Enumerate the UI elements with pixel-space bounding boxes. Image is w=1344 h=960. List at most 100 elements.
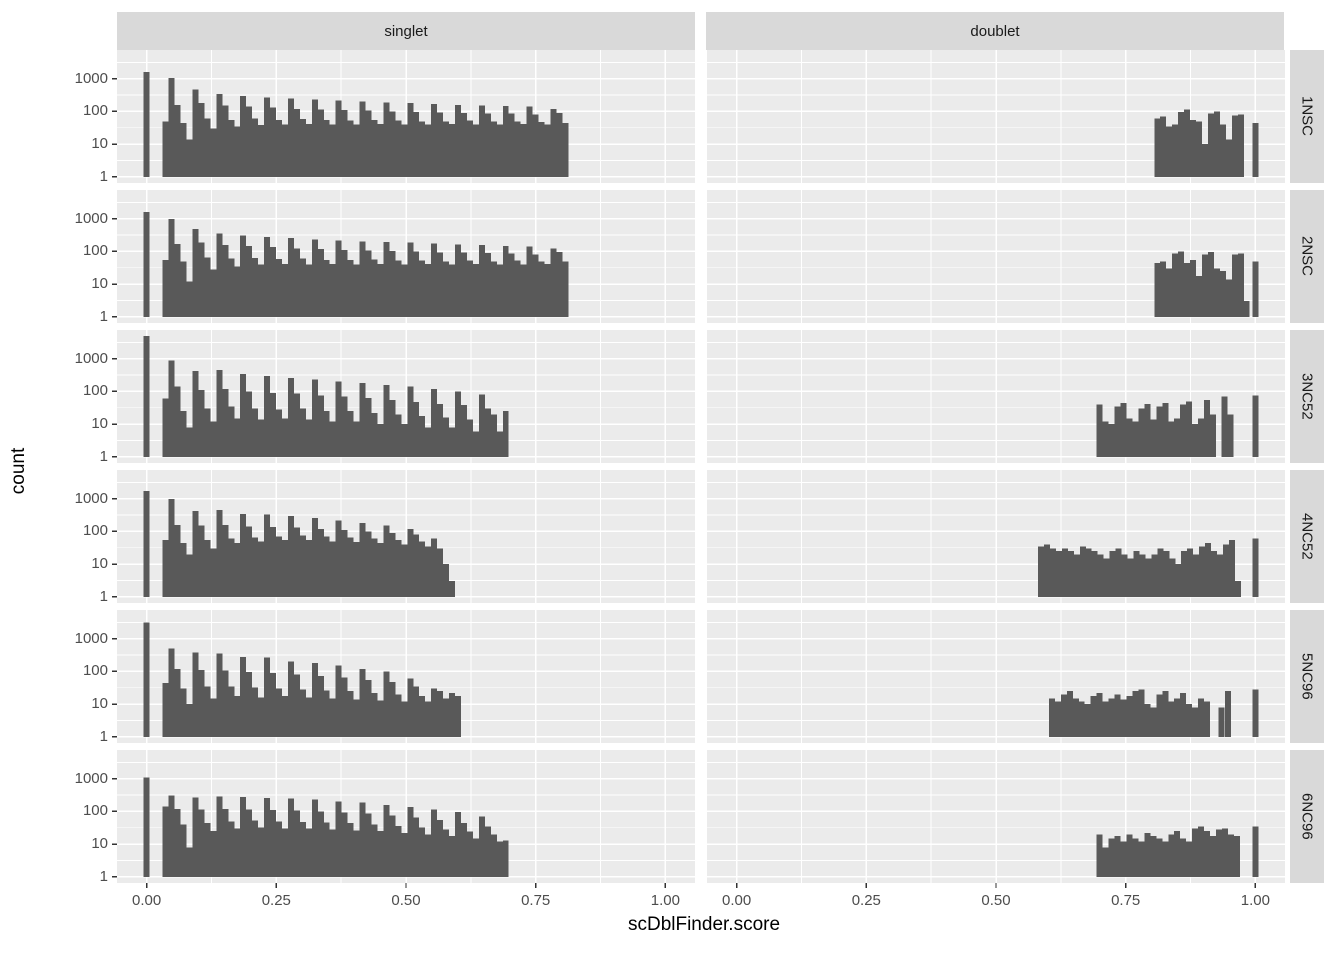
histogram-bar [377, 263, 384, 317]
histogram-bar [323, 536, 330, 597]
histogram-bar [1198, 698, 1205, 737]
histogram-bar [1154, 118, 1161, 177]
y-tick-label: 1000 [74, 69, 108, 87]
histogram-bar [1043, 544, 1050, 597]
facet-col-label: doublet [970, 22, 1020, 40]
histogram-bar [1231, 254, 1238, 317]
y-tick-label: 10 [91, 415, 108, 433]
histogram-bar [1204, 399, 1211, 457]
histogram-bar [1150, 419, 1157, 457]
histogram-bar [1066, 691, 1073, 737]
histogram-bar [472, 124, 479, 177]
x-tick-label: 0.50 [981, 892, 1011, 909]
histogram-bar [1132, 691, 1139, 737]
histogram-bar [395, 825, 402, 877]
histogram-bar [228, 258, 235, 317]
histogram-bar [466, 831, 473, 877]
histogram-bar [526, 106, 533, 177]
histogram-bar [323, 259, 330, 317]
histogram-bar [252, 537, 259, 597]
histogram-bar [449, 581, 456, 597]
histogram-bar [186, 427, 193, 457]
histogram-bar [1156, 838, 1163, 877]
histogram-bar [1221, 828, 1228, 877]
histogram-bar [1096, 692, 1103, 737]
histogram-bar [143, 491, 150, 597]
histogram-bar [329, 124, 336, 177]
histogram-bar [174, 808, 181, 877]
facet-row-strip: 3NC52 [1290, 330, 1324, 463]
histogram-bar [216, 509, 223, 597]
histogram-bar [1120, 699, 1127, 737]
histogram-bar [490, 414, 497, 457]
histogram-bar [478, 105, 485, 177]
histogram-bar [335, 381, 342, 457]
histogram-bar [1198, 418, 1205, 457]
histogram-bar [168, 648, 175, 737]
histogram-bar [544, 263, 551, 317]
histogram-bar [478, 245, 485, 317]
histogram-bar [143, 212, 150, 317]
facet-col-label: singlet [384, 22, 428, 40]
histogram-bar [544, 124, 551, 177]
histogram-bar [365, 813, 372, 877]
histogram-bar [1201, 254, 1208, 317]
histogram-bar [174, 668, 181, 737]
histogram-bar [359, 101, 366, 177]
histogram-bar [461, 405, 467, 457]
histogram-bar [174, 104, 181, 177]
histogram-bar [234, 418, 241, 457]
histogram-bar [431, 243, 438, 317]
histogram-bar [1196, 121, 1202, 177]
histogram-bar [210, 269, 217, 317]
histogram-bar [1192, 707, 1199, 737]
y-tick-label: 1000 [74, 629, 108, 647]
histogram-bar [1178, 251, 1185, 317]
histogram-bar [538, 261, 545, 317]
histogram-bar [389, 681, 396, 737]
histogram-bar [353, 699, 360, 737]
histogram-bar [395, 414, 402, 457]
histogram-bar [449, 427, 456, 457]
histogram-bar [222, 105, 229, 177]
histogram-bar [216, 370, 223, 457]
histogram-bar [1072, 698, 1079, 737]
histogram-bar [1097, 554, 1104, 597]
histogram-bar [1186, 841, 1193, 877]
histogram-bar [246, 246, 253, 317]
histogram-bar [1048, 698, 1055, 737]
histogram-bar [317, 811, 324, 877]
histogram-bar [407, 678, 414, 737]
histogram-bar [180, 122, 187, 177]
histogram-bar [210, 698, 217, 737]
histogram-bar [1067, 551, 1074, 597]
histogram-bar [311, 379, 318, 457]
histogram-bar [1126, 834, 1133, 877]
histogram-bar [1219, 124, 1226, 177]
histogram-bar [180, 824, 187, 877]
histogram-bar [240, 235, 247, 317]
histogram-bar [383, 525, 390, 597]
histogram-bar [311, 239, 318, 317]
histogram-bar [192, 89, 199, 177]
histogram-bar [1192, 424, 1199, 457]
histogram-bar [186, 139, 193, 177]
histogram-bar [1227, 414, 1234, 457]
histogram-bar [484, 252, 491, 317]
histogram-bar [1243, 301, 1250, 317]
histogram-bar [204, 118, 211, 177]
y-tick-label: 1000 [74, 769, 108, 787]
histogram-bar [437, 112, 444, 177]
histogram-bar [228, 821, 235, 877]
histogram-bar [222, 245, 229, 317]
histogram-bar [550, 108, 557, 177]
histogram-bar [1157, 548, 1164, 597]
histogram-bar [1138, 408, 1145, 457]
histogram-bar [204, 257, 211, 317]
x-tick-label: 0.25 [261, 892, 291, 909]
histogram-bar [1096, 404, 1103, 457]
histogram-bar [246, 106, 253, 177]
histogram-bar [192, 797, 199, 877]
x-tick-label: 0.75 [1111, 892, 1141, 909]
histogram-bar [341, 249, 348, 317]
